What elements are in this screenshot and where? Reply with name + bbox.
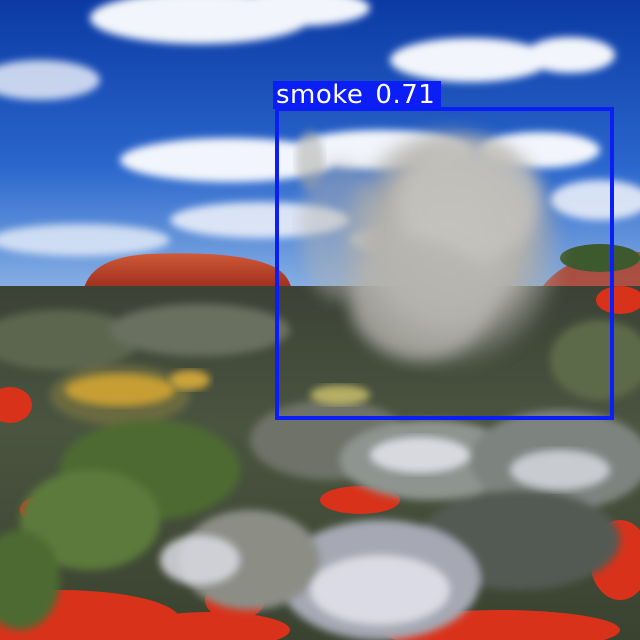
rock-monolith xyxy=(84,253,292,290)
wildflowers xyxy=(65,370,610,625)
detection-confidence: 0.71 xyxy=(375,80,436,110)
shrubs xyxy=(0,304,640,640)
detection-class: smoke xyxy=(276,80,364,110)
detection-label: smoke 0.71 xyxy=(273,80,442,110)
smoke-plume xyxy=(296,130,560,370)
